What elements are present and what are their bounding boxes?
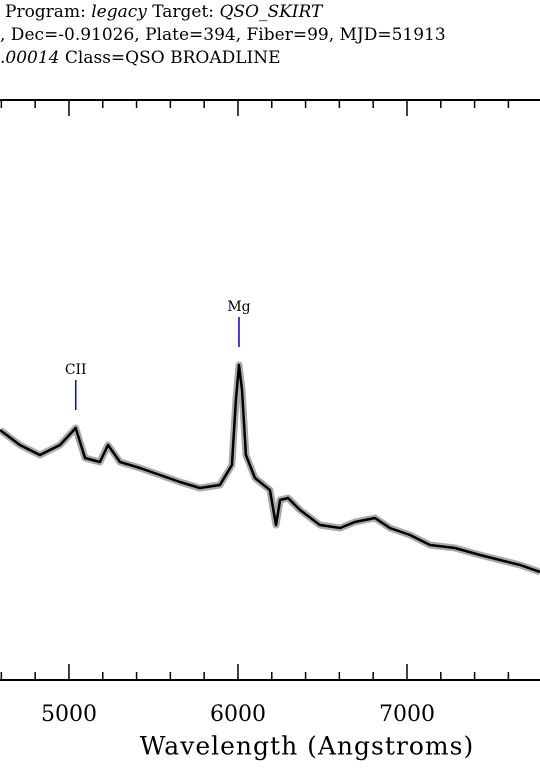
header-line: Program: legacy Target: QSO_SKIRT <box>5 2 324 22</box>
header-segment: Target: <box>147 2 220 22</box>
header-segment: , Dec=-0.91026, Plate=394, Fiber=99, MJD… <box>0 25 446 45</box>
header-segment: QSO_SKIRT <box>219 2 324 22</box>
header-segment: .00014 <box>0 48 59 68</box>
line-label: Mg <box>227 299 250 315</box>
header-segment: Class=QSO BROADLINE <box>59 48 280 68</box>
header-segment: legacy <box>91 2 147 22</box>
header-segment: Program: <box>5 2 91 22</box>
x-tick-label: 6000 <box>210 702 266 727</box>
line-label: CII <box>65 362 87 378</box>
x-tick-label: 7000 <box>379 702 435 727</box>
header-line: , Dec=-0.91026, Plate=394, Fiber=99, MJD… <box>0 25 446 45</box>
x-axis-label: Wavelength (Angstroms) <box>140 732 474 761</box>
spectrum <box>0 363 540 574</box>
x-tick-label: 5000 <box>41 702 97 727</box>
header-line: .00014 Class=QSO BROADLINE <box>0 48 281 68</box>
spectrum-error <box>0 361 540 576</box>
